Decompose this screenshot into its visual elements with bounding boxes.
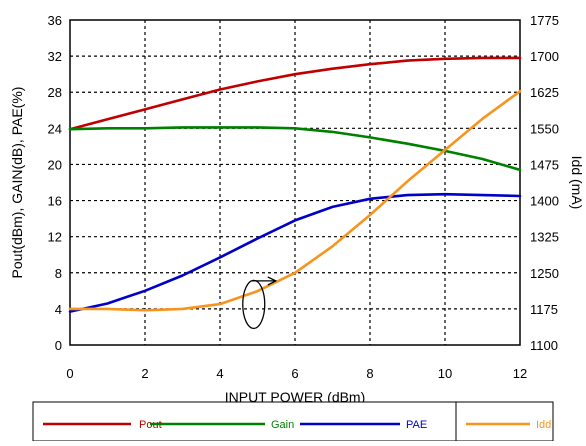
y2-tick-label: 1625 bbox=[530, 85, 559, 100]
y2-tick-label: 1400 bbox=[530, 194, 559, 209]
annotation-arrow-head bbox=[267, 276, 278, 286]
x-tick-label: 6 bbox=[291, 366, 298, 381]
annotation-ellipse bbox=[242, 279, 266, 330]
grid-layer bbox=[70, 20, 520, 345]
y-tick-label: 4 bbox=[55, 302, 62, 317]
x-tick-label: 8 bbox=[366, 366, 373, 381]
legend-label-pae: PAE bbox=[406, 419, 427, 431]
legend-label-gain: Gain bbox=[271, 419, 294, 431]
x-tick-label: 10 bbox=[438, 366, 452, 381]
x-tick-label: 2 bbox=[141, 366, 148, 381]
y-tick-label: 8 bbox=[55, 266, 62, 281]
plot-frame bbox=[69, 19, 521, 346]
y-axis-label: Pout(dBm), GAIN(dB), PAE(%) bbox=[9, 87, 25, 279]
y2-tick-label: 1475 bbox=[530, 157, 559, 172]
series-layer bbox=[68, 56, 522, 313]
series-line-idd bbox=[68, 90, 522, 312]
y-tick-label: 36 bbox=[48, 13, 62, 28]
y-tick-label: 32 bbox=[48, 49, 62, 64]
annotation-layer bbox=[242, 276, 278, 330]
y-tick-label: 0 bbox=[55, 338, 62, 353]
y-tick-label: 16 bbox=[48, 194, 62, 209]
x-tick-label: 4 bbox=[216, 366, 223, 381]
series-line-pout bbox=[68, 56, 522, 131]
y2-tick-label: 1250 bbox=[530, 266, 559, 281]
y-tick-label: 20 bbox=[48, 157, 62, 172]
y2-tick-label: 1775 bbox=[530, 13, 559, 28]
y2-tick-label: 1100 bbox=[530, 338, 558, 353]
tick-layer: 0 2 4 6 8 10 120481216202428323611001175125013… bbox=[48, 13, 559, 381]
y-tick-label: 28 bbox=[48, 85, 62, 100]
y-tick-label: 24 bbox=[48, 121, 62, 136]
y2-axis-label: Idd (mA) bbox=[569, 156, 585, 210]
x-tick-label: 12 bbox=[513, 366, 527, 381]
legend: PoutGainPAEIdd bbox=[32, 401, 554, 442]
y2-tick-label: 1550 bbox=[530, 121, 559, 136]
y2-tick-label: 1700 bbox=[530, 49, 559, 64]
series-line-pae bbox=[68, 192, 522, 313]
y2-tick-label: 1325 bbox=[530, 230, 559, 245]
y2-tick-label: 1175 bbox=[530, 302, 558, 317]
legend-frame bbox=[32, 401, 554, 442]
legend-label-idd: Idd bbox=[536, 419, 551, 431]
x-tick-label: 0 bbox=[66, 366, 73, 381]
x-axis-label: INPUT POWER (dBm) bbox=[225, 389, 366, 405]
y-tick-label: 12 bbox=[48, 230, 62, 245]
